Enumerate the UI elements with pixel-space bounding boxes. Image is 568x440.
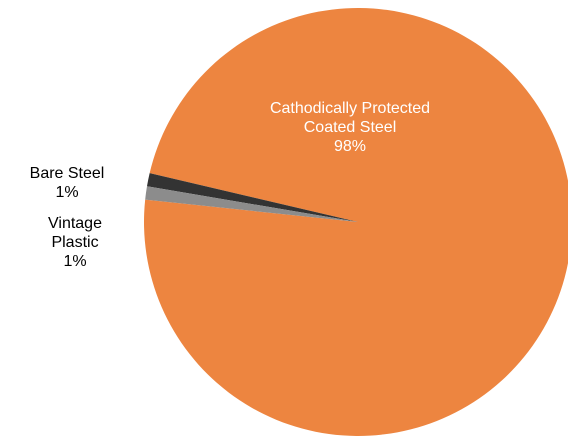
label-line: Plastic [51, 234, 99, 251]
percent-label: 1% [63, 253, 87, 270]
pie-slice-2 [145, 186, 358, 222]
percent-label: 98% [333, 138, 367, 155]
label-line: Cathodically Protected [269, 100, 431, 117]
pie-slices [144, 8, 568, 436]
slice-label-cathodically-protected: Cathodically Protected Coated Steel 98% [205, 99, 495, 156]
label-line: Coated Steel [303, 119, 397, 136]
percent-label: 1% [55, 184, 79, 201]
pie-slice-1 [147, 173, 358, 222]
label-line: Vintage [48, 215, 102, 232]
pie-slice-0 [144, 8, 568, 436]
slice-label-vintage-plastic: Vintage Plastic 1% [20, 214, 130, 271]
slice-label-bare-steel: Bare Steel 1% [12, 164, 122, 202]
label-line: Bare Steel [29, 165, 105, 182]
